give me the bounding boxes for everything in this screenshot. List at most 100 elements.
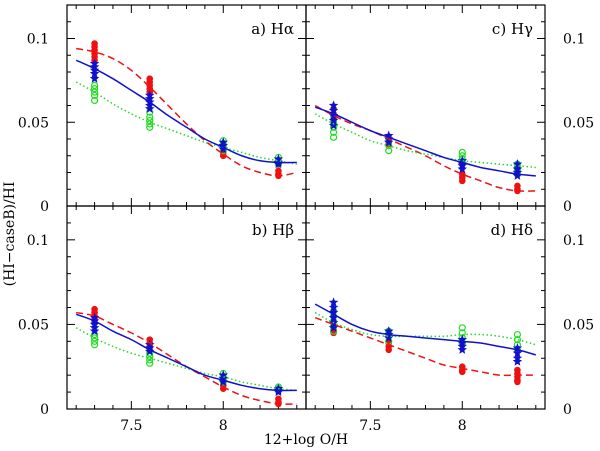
data-point-red <box>458 368 466 376</box>
y-tick-label: 0 <box>40 402 49 418</box>
data-point-blue <box>512 343 523 353</box>
data-point-green <box>385 147 393 155</box>
series-red <box>91 305 282 408</box>
series-blue <box>328 100 523 180</box>
data-point-green <box>90 334 99 342</box>
data-point-blue <box>218 144 229 154</box>
series-green <box>329 111 522 178</box>
data-point-red <box>219 152 227 160</box>
data-point-blue <box>383 137 394 147</box>
panel-c-plot-area <box>314 100 536 195</box>
series-green <box>329 307 522 354</box>
data-point-blue <box>512 348 523 358</box>
panel-d-ticks <box>306 206 545 410</box>
data-point-blue <box>89 68 100 78</box>
data-point-green <box>329 133 338 141</box>
y-tick-label: 0.1 <box>563 32 585 48</box>
data-point-red <box>385 346 393 354</box>
data-point-blue <box>328 302 339 312</box>
panel-c: 0 0.05 0.1 c) Hγ <box>305 4 594 215</box>
data-point-green <box>513 330 522 339</box>
panel-d-plot-area <box>314 297 537 386</box>
data-point-green <box>146 359 154 367</box>
fit-line-red <box>314 104 536 192</box>
data-point-blue <box>273 159 284 169</box>
fit-line-blue <box>75 313 297 392</box>
y-tick-label: 0.05 <box>18 115 49 131</box>
data-point-green <box>146 113 154 121</box>
data-point-green <box>329 128 338 136</box>
series-green <box>90 330 283 394</box>
x-tick-label: 8 <box>458 418 467 434</box>
y-tick-label: 0.05 <box>563 115 594 131</box>
fit-line-red <box>76 47 297 177</box>
fit-line-blue <box>75 59 297 164</box>
fit-line-blue <box>314 303 537 356</box>
data-point-green <box>90 96 99 105</box>
panel-d-title: d) Hδ <box>491 221 533 239</box>
panel-a-plot-area <box>75 40 297 180</box>
data-point-blue <box>328 312 339 322</box>
data-point-blue <box>457 164 468 174</box>
data-point-green <box>90 341 99 349</box>
y-tick-label: 0 <box>40 199 49 215</box>
x-tick-label: 7.5 <box>359 418 381 434</box>
data-point-green <box>146 356 154 364</box>
panel-a: 0 0.05 0.1 a) Hα <box>18 4 307 215</box>
y-tick-label: 0.05 <box>563 317 594 333</box>
x-axis-label: 12+log O/H <box>264 432 348 448</box>
y-tick-label: 0 <box>563 402 572 418</box>
data-point-blue <box>383 332 394 342</box>
panel-d: 0 0.05 0.1 7.5 8 d) Hδ <box>305 205 594 434</box>
panel-b-title: b) Hβ <box>252 221 294 239</box>
fit-line-red <box>314 316 536 377</box>
panel-a-title: a) Hα <box>251 20 294 38</box>
data-point-blue <box>328 322 339 332</box>
data-point-blue <box>512 170 523 180</box>
y-tick-label: 0.1 <box>563 233 585 249</box>
series-blue <box>328 297 523 366</box>
data-point-blue <box>328 297 339 307</box>
data-point-blue <box>89 73 100 83</box>
fit-line-blue <box>314 106 536 177</box>
data-point-blue <box>328 105 339 115</box>
y-tick-label: 0 <box>563 199 572 215</box>
panel-c-ticks <box>306 5 545 207</box>
panels: 0 0.05 0.1 a) Hα 0 0.05 0.1 7.5 8 b) Hβ 0 0.05 0.1 c)… <box>18 4 594 434</box>
series-blue <box>89 312 284 397</box>
data-point-green <box>90 81 99 90</box>
data-point-red <box>458 177 466 185</box>
fit-line-green <box>314 311 537 346</box>
data-point-blue <box>328 120 339 130</box>
x-tick-label: 8 <box>219 418 228 434</box>
data-point-blue <box>328 115 339 125</box>
data-point-blue <box>273 387 284 397</box>
data-point-green <box>146 123 154 131</box>
panel-b: 0 0.05 0.1 7.5 8 b) Hβ <box>18 205 307 434</box>
data-point-blue <box>457 344 468 354</box>
y-tick-label: 0.05 <box>18 317 49 333</box>
data-point-blue <box>218 376 229 386</box>
y-tick-label: 0.1 <box>27 32 49 48</box>
series-blue <box>89 58 284 169</box>
data-point-blue <box>512 356 523 366</box>
data-point-blue <box>328 307 339 317</box>
data-point-green <box>90 88 99 96</box>
data-point-blue <box>144 103 155 113</box>
panel-b-plot-area <box>75 305 297 408</box>
data-point-green <box>458 324 466 332</box>
data-point-blue <box>144 346 155 356</box>
fit-line-green <box>314 113 536 169</box>
fit-line-green <box>75 327 297 392</box>
y-axis-label: (HI−caseB)/HI <box>2 182 18 287</box>
panel-c-title: c) Hγ <box>492 20 533 38</box>
data-point-blue <box>89 326 100 336</box>
data-point-blue <box>512 159 523 169</box>
series-red <box>91 40 282 180</box>
data-point-blue <box>328 100 339 110</box>
panel-b-ticks <box>67 206 306 410</box>
data-point-green <box>458 148 466 156</box>
fit-line-red <box>76 311 297 405</box>
y-tick-label: 0.1 <box>27 233 49 249</box>
